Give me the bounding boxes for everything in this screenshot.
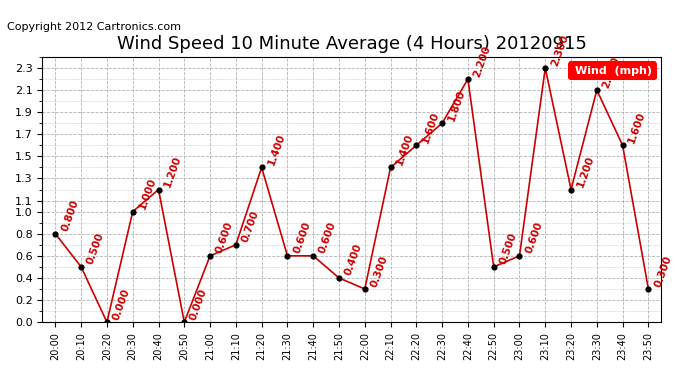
Text: 0.600: 0.600 (524, 220, 544, 255)
Point (179, 319, 190, 325)
Point (591, 87, 602, 93)
Point (333, 275, 344, 281)
Text: 0.300: 0.300 (653, 254, 673, 288)
Point (385, 164, 396, 170)
Point (566, 186, 577, 192)
Point (50, 231, 61, 237)
Text: 1.600: 1.600 (420, 110, 441, 144)
Text: 2.300: 2.300 (549, 33, 570, 67)
Point (643, 286, 654, 292)
Text: 2.200: 2.200 (472, 44, 493, 78)
Text: 1.400: 1.400 (266, 132, 286, 166)
Point (437, 120, 448, 126)
Point (617, 142, 628, 148)
Point (411, 142, 422, 148)
Text: 0.800: 0.800 (59, 198, 80, 233)
Point (76, 264, 87, 270)
Point (488, 264, 499, 270)
Point (282, 253, 293, 259)
Point (462, 76, 473, 82)
Text: 1.600: 1.600 (627, 110, 647, 144)
Legend: Wind  (mph): Wind (mph) (569, 63, 656, 79)
Point (540, 65, 551, 71)
Text: 0.400: 0.400 (343, 243, 364, 277)
Point (101, 319, 112, 325)
Point (153, 186, 164, 192)
Text: 0.700: 0.700 (240, 210, 261, 244)
Point (256, 164, 267, 170)
Point (359, 286, 371, 292)
Point (127, 209, 138, 214)
Point (514, 253, 525, 259)
Point (230, 242, 241, 248)
Text: 0.600: 0.600 (214, 220, 235, 255)
Point (308, 253, 319, 259)
Text: 0.500: 0.500 (498, 232, 519, 266)
Text: 0.000: 0.000 (188, 287, 209, 321)
Text: 1.000: 1.000 (137, 176, 157, 211)
Text: 2.100: 2.100 (601, 55, 622, 89)
Text: Copyright 2012 Cartronics.com: Copyright 2012 Cartronics.com (7, 22, 181, 32)
Text: 1.200: 1.200 (575, 154, 596, 189)
Point (204, 253, 215, 259)
Text: 1.800: 1.800 (446, 88, 467, 123)
Text: 0.500: 0.500 (86, 232, 106, 266)
Text: 1.200: 1.200 (163, 154, 184, 189)
Text: 1.400: 1.400 (395, 132, 415, 166)
Text: 0.000: 0.000 (111, 287, 132, 321)
Title: Wind Speed 10 Minute Average (4 Hours) 20120915: Wind Speed 10 Minute Average (4 Hours) 2… (117, 34, 586, 53)
Text: 0.600: 0.600 (292, 220, 313, 255)
Text: 0.300: 0.300 (369, 254, 390, 288)
Text: 0.600: 0.600 (317, 220, 338, 255)
